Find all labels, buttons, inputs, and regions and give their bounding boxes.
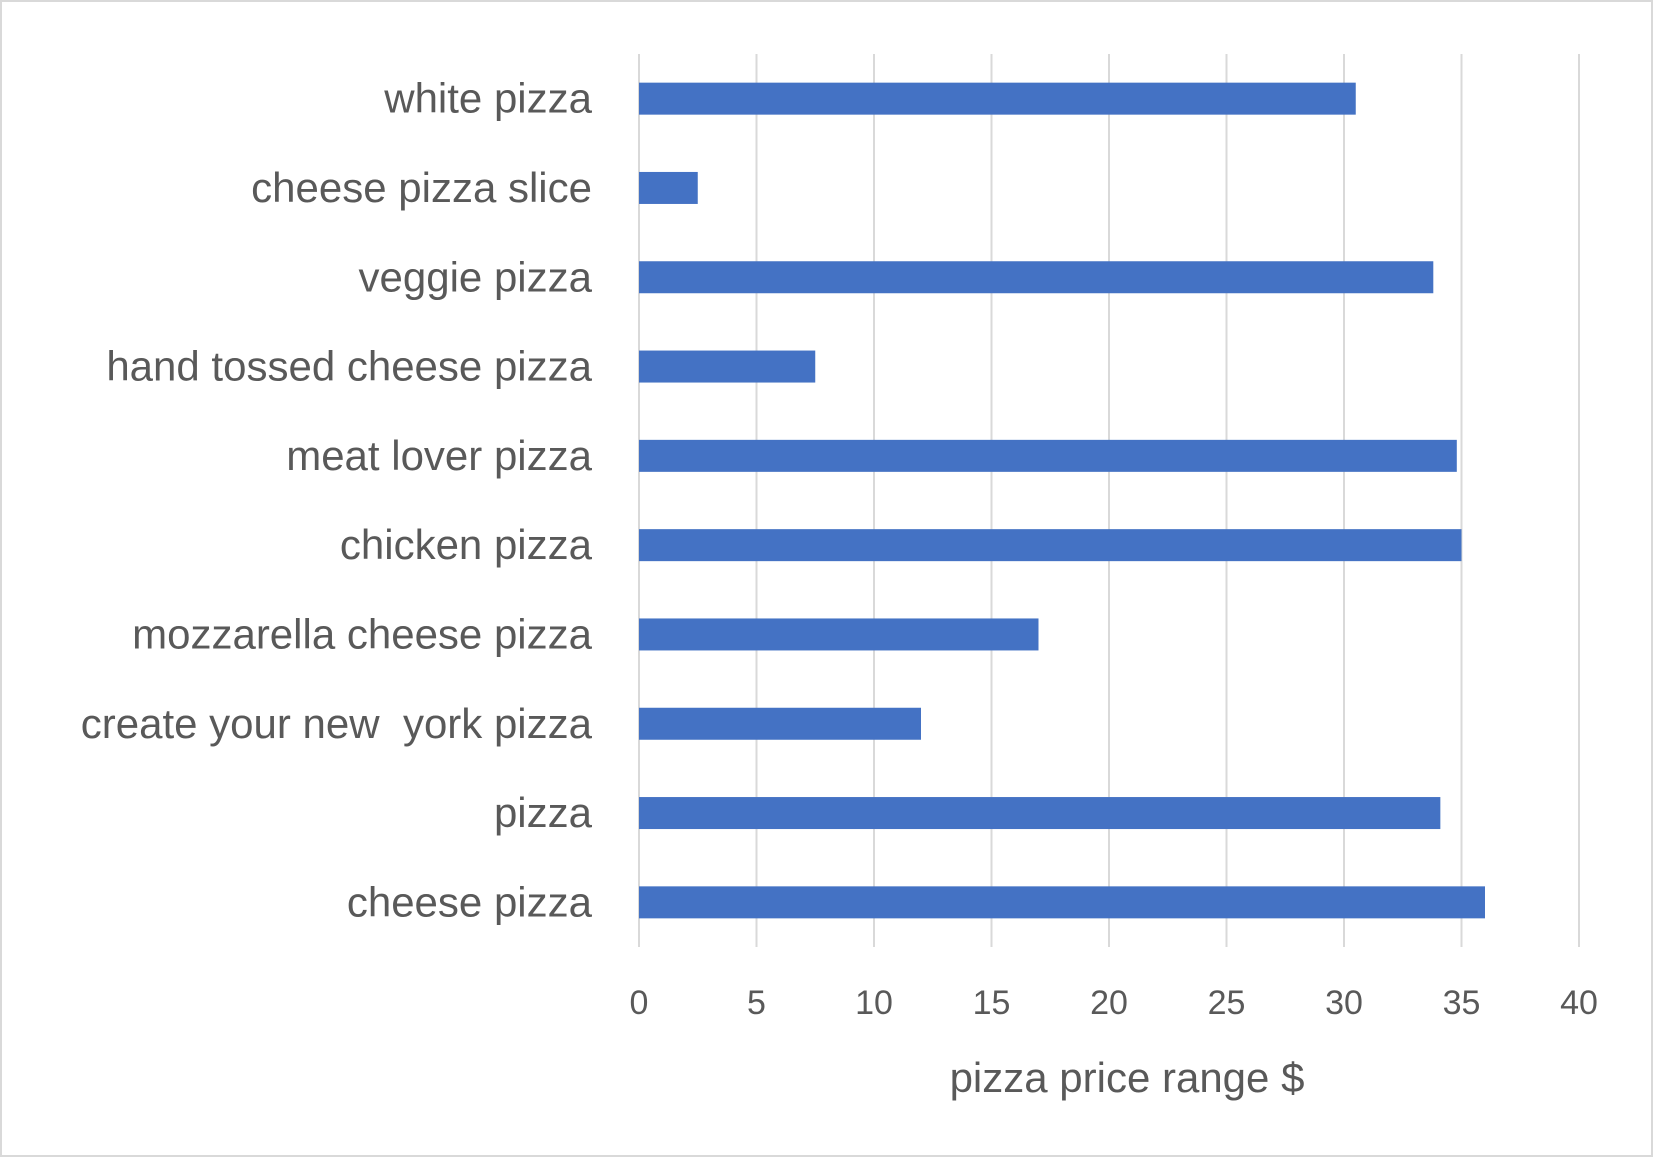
bar <box>639 171 698 204</box>
bar <box>639 707 921 740</box>
x-tick-label: 15 <box>973 984 1011 1022</box>
category-label: pizza <box>494 789 593 836</box>
x-tick-labels: 0 5 10 15 20 25 30 35 40 <box>630 984 1598 1022</box>
bar <box>639 886 1485 919</box>
category-label: meat lover pizza <box>286 432 592 479</box>
category-label: chicken pizza <box>340 521 593 568</box>
bar <box>639 529 1462 562</box>
x-tick-label: 5 <box>747 984 766 1022</box>
x-tick-label: 25 <box>1208 984 1246 1022</box>
category-label: white pizza <box>383 75 592 122</box>
x-tick-label: 35 <box>1443 984 1481 1022</box>
bar <box>639 439 1457 472</box>
bar <box>639 797 1441 830</box>
category-labels: white pizza cheese pizza slice veggie pizz… <box>81 75 593 926</box>
category-label: hand tossed cheese pizza <box>106 343 592 390</box>
x-axis-title: pizza price range $ <box>950 1054 1305 1101</box>
gridlines <box>638 54 1580 947</box>
bar <box>639 350 816 383</box>
category-label: cheese pizza slice <box>251 164 592 211</box>
category-label: create your new york pizza <box>81 700 593 747</box>
x-tick-label: 10 <box>855 984 893 1022</box>
bar <box>639 618 1039 651</box>
category-label: veggie pizza <box>359 253 593 300</box>
x-tick-label: 20 <box>1090 984 1128 1022</box>
x-tick-label: 30 <box>1325 984 1363 1022</box>
x-tick-label: 0 <box>630 984 649 1022</box>
bar <box>639 261 1434 294</box>
category-label: cheese pizza <box>347 878 593 925</box>
bars <box>639 82 1485 919</box>
bar <box>639 82 1356 115</box>
category-label: mozzarella cheese pizza <box>132 610 593 657</box>
x-tick-label: 40 <box>1560 984 1598 1022</box>
